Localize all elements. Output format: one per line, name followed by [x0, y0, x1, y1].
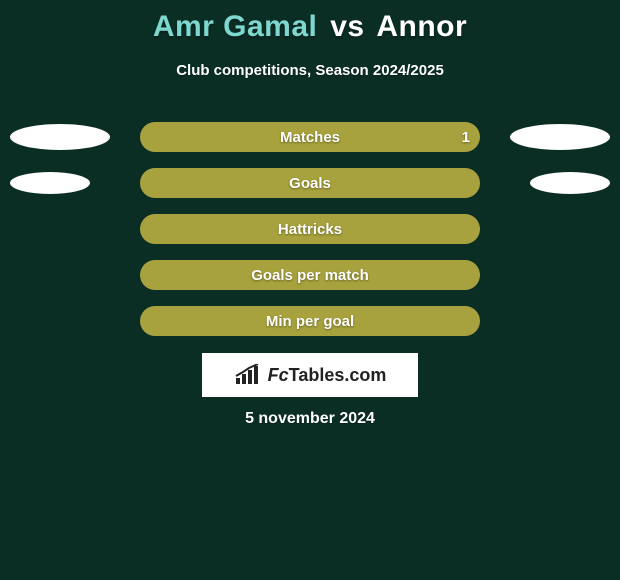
- player-b-name: Annor: [376, 10, 467, 43]
- stat-row: Min per goal: [0, 306, 620, 336]
- player-b-marker: [510, 124, 610, 150]
- comparison-infographic: Amr Gamal vs Annor Club competitions, Se…: [0, 0, 620, 580]
- source-logo: FcTables.com: [202, 353, 418, 397]
- barchart-icon: [234, 364, 262, 386]
- stat-bar: Goals: [140, 168, 480, 198]
- stat-rows: Matches1 Goals Hattricks Goals per match Min…: [0, 122, 620, 352]
- stat-label: Goals per match: [140, 260, 480, 290]
- page-title: Amr Gamal vs Annor: [0, 10, 620, 44]
- player-a-marker: [10, 124, 110, 150]
- stat-label: Matches: [140, 122, 480, 152]
- player-b-marker: [530, 172, 610, 194]
- infographic-date: 5 november 2024: [0, 410, 620, 428]
- stat-bar: Goals per match: [140, 260, 480, 290]
- player-a-name: Amr Gamal: [153, 10, 318, 43]
- stat-label: Min per goal: [140, 306, 480, 336]
- stat-label: Goals: [140, 168, 480, 198]
- stat-row: Goals per match: [0, 260, 620, 290]
- stat-bar: Hattricks: [140, 214, 480, 244]
- stat-bar: Matches1: [140, 122, 480, 152]
- subtitle: Club competitions, Season 2024/2025: [0, 62, 620, 79]
- title-vs: vs: [330, 10, 364, 43]
- stat-bar: Min per goal: [140, 306, 480, 336]
- logo-rest: Tables.com: [289, 365, 387, 385]
- source-logo-text: FcTables.com: [268, 365, 387, 386]
- stat-label: Hattricks: [140, 214, 480, 244]
- logo-fc: Fc: [268, 365, 289, 385]
- player-a-marker: [10, 172, 90, 194]
- stat-row: Hattricks: [0, 214, 620, 244]
- stat-row: Matches1: [0, 122, 620, 152]
- stat-value-right: 1: [462, 122, 470, 152]
- stat-row: Goals: [0, 168, 620, 198]
